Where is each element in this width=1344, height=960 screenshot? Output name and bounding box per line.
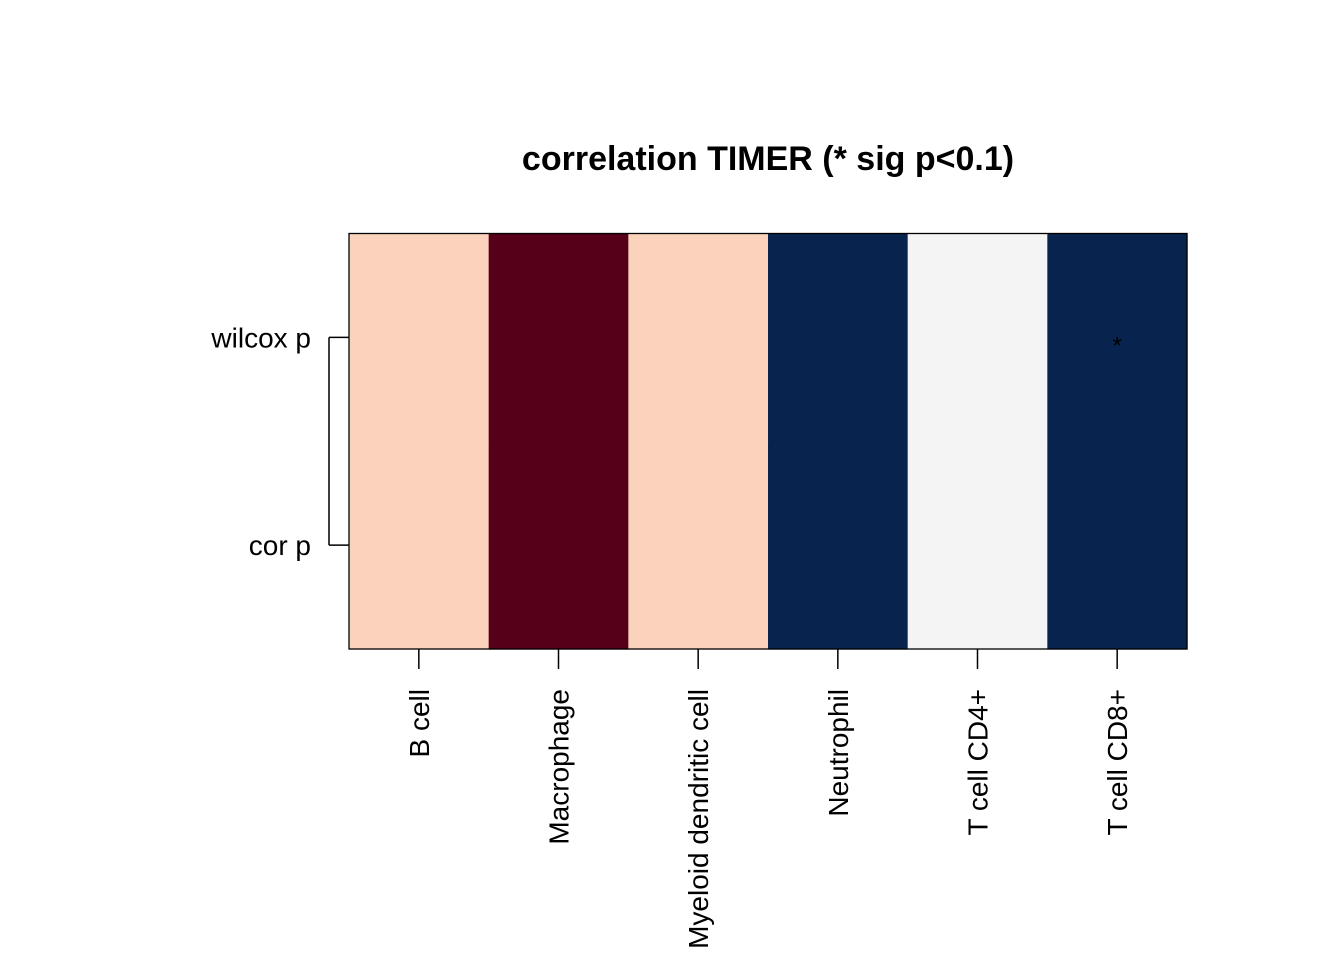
heatmap-cell — [1047, 233, 1188, 442]
chart-title: correlation TIMER (* sig p<0.1) — [522, 140, 1014, 178]
heatmap-cells: * — [349, 233, 1188, 650]
heatmap-cell — [488, 233, 629, 442]
x-tick-label: Neutrophil — [823, 689, 854, 817]
x-tick-label: T cell CD4+ — [963, 689, 994, 836]
x-axis: B cell Macrophage Myeloid dendritic cell Ne… — [404, 649, 1133, 949]
heatmap-cell — [768, 233, 909, 442]
heatmap-cell — [907, 441, 1048, 650]
heatmap-cell — [488, 441, 629, 650]
significance-marker: * — [1112, 332, 1121, 359]
heatmap-cell — [349, 441, 490, 650]
heatmap-cell — [628, 441, 769, 650]
heatmap-cell — [628, 233, 769, 442]
plot-frame — [348, 232, 1188, 650]
x-tick-label: Macrophage — [544, 689, 575, 845]
y-axis: wilcox p cor p — [210, 322, 349, 561]
y-tick-label: wilcox p — [210, 322, 311, 353]
heatmap-cell — [1047, 441, 1188, 650]
heatmap-cell — [349, 233, 490, 442]
x-tick-label: B cell — [404, 689, 435, 757]
heatmap-cell — [768, 441, 909, 650]
heatmap-cell — [907, 233, 1048, 442]
x-tick-label: T cell CD8+ — [1102, 689, 1133, 836]
x-tick-label: Myeloid dendritic cell — [683, 689, 714, 949]
y-tick-label: cor p — [249, 530, 311, 561]
